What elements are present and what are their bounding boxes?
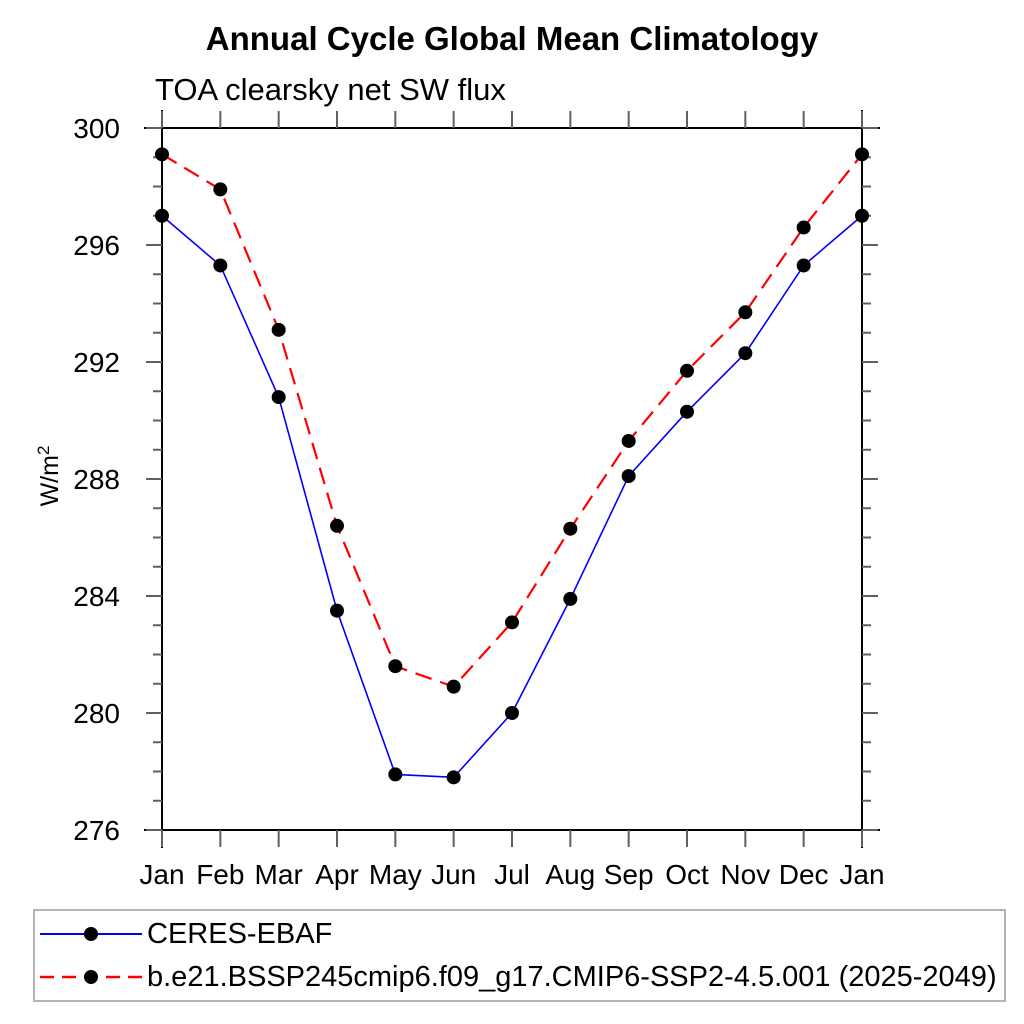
data-point-marker (796, 258, 811, 273)
data-point-marker (563, 521, 578, 536)
data-point-marker (446, 770, 461, 785)
y-axis-label: W/m2 (34, 446, 64, 507)
legend-line-sample (40, 970, 142, 984)
legend-marker-dot (84, 927, 98, 941)
x-tick-label: Nov (720, 859, 770, 890)
series-line-1 (161, 153, 863, 688)
x-tick-label: Jan (839, 859, 884, 890)
y-tick-label: 288 (73, 464, 120, 495)
x-tick-label: May (369, 859, 422, 890)
x-tick-label: Sep (604, 859, 654, 890)
x-tick-label: Jul (494, 859, 530, 890)
y-tick-label: 284 (73, 581, 120, 612)
legend-label: b.e21.BSSP245cmip6.f09_g17.CMIP6-SSP2-4.… (147, 960, 997, 993)
x-tick-label: Feb (196, 859, 244, 890)
y-tick-label: 280 (73, 698, 120, 729)
data-point-marker (680, 404, 694, 419)
data-point-marker (738, 346, 753, 361)
data-point-marker (155, 147, 169, 162)
legend-line-sample (40, 927, 142, 941)
data-point-marker (621, 433, 636, 448)
data-point-marker (388, 659, 403, 674)
data-point-marker (446, 679, 461, 694)
x-tick-label: Dec (779, 859, 829, 890)
data-point-marker (330, 518, 344, 533)
x-tick-label: Aug (545, 859, 595, 890)
legend-item: b.e21.BSSP245cmip6.f09_g17.CMIP6-SSP2-4.… (40, 956, 1004, 999)
data-point-marker (271, 390, 286, 405)
data-point-marker (680, 363, 694, 378)
legend-marker-dot (84, 970, 98, 984)
y-tick-label: 276 (73, 815, 120, 846)
data-point-marker (796, 220, 811, 235)
chart-subtitle: TOA clearsky net SW flux (155, 72, 506, 107)
data-point-marker (855, 147, 869, 162)
x-tick-label: Apr (315, 859, 359, 890)
data-point-marker (738, 305, 753, 320)
data-point-marker (330, 603, 344, 618)
y-tick-label: 296 (73, 230, 120, 261)
data-point-marker (388, 767, 403, 782)
chart-title: Annual Cycle Global Mean Climatology (205, 20, 819, 57)
data-point-marker (505, 615, 519, 630)
y-tick-label: 300 (73, 113, 120, 144)
data-point-marker (155, 208, 169, 223)
x-tick-label: Oct (665, 859, 709, 890)
data-point-marker (213, 182, 228, 197)
y-tick-label: 292 (73, 347, 120, 378)
data-point-marker (271, 322, 286, 337)
legend-label: CERES-EBAF (147, 917, 333, 950)
data-point-marker (213, 258, 228, 273)
x-tick-label: Mar (255, 859, 303, 890)
data-point-marker (621, 469, 636, 484)
data-point-marker (505, 706, 519, 720)
data-point-marker (563, 591, 578, 606)
x-tick-label: Jun (431, 859, 476, 890)
legend-item: CERES-EBAF (40, 913, 1004, 956)
x-tick-label: Jan (139, 859, 184, 890)
legend: CERES-EBAF b.e21.BSSP245cmip6.f09_g17.CM… (33, 909, 1006, 1002)
data-point-marker (855, 208, 869, 223)
